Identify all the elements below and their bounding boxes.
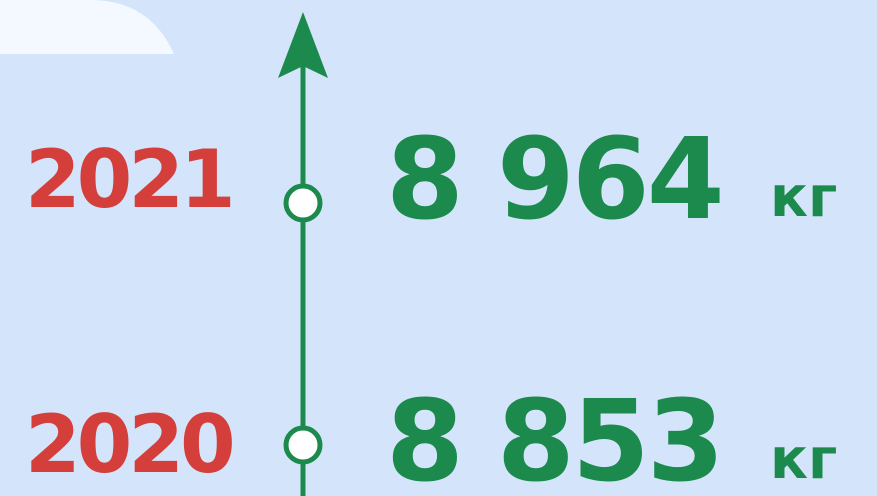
timeline-dot <box>286 186 320 220</box>
year: 2021 <box>25 133 232 226</box>
infographic: 2021 8 964 кг 2020 8 853 кг <box>0 0 877 496</box>
value: 8 964 <box>386 115 722 245</box>
page: 2021 8 964 кг 2020 8 853 кг (() => { con… <box>0 0 877 496</box>
unit: кг <box>770 165 837 230</box>
value: 8 853 <box>386 377 722 496</box>
year: 2020 <box>25 398 232 491</box>
unit: кг <box>770 427 837 492</box>
timeline-dot <box>286 428 320 462</box>
